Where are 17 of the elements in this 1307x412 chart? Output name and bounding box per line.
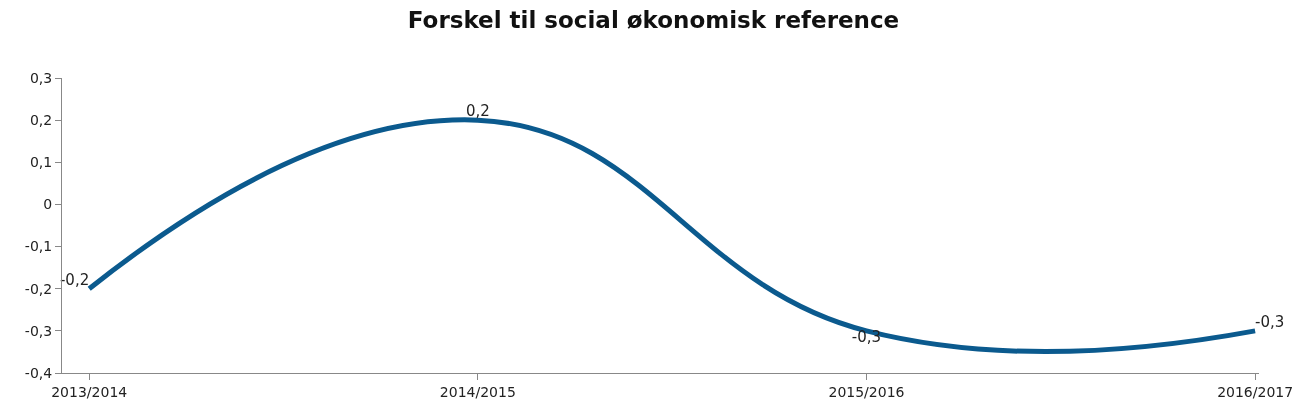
data-label: -0,3 [851,328,882,347]
x-tick-label: 2013/2014 [51,383,128,400]
y-tick-label: -0,1 [24,238,53,255]
y-tick-label: 0,2 [29,112,53,129]
data-label: -0,2 [59,270,90,289]
y-tick-label: 0,1 [29,154,53,171]
y-tick-label: 0 [43,196,53,213]
y-tick-label: -0,4 [24,364,53,381]
data-label: 0,2 [465,102,490,121]
chart-title: Forskel til social økonomisk reference [407,7,900,34]
y-tick-label: -0,3 [24,322,53,339]
x-tick-label: 2016/2017 [1217,383,1294,400]
y-tick-label: 0,3 [29,69,53,86]
y-tick-label: -0,2 [24,280,53,297]
data-label: -0,3 [1255,313,1285,332]
x-tick-label: 2015/2016 [828,383,905,400]
x-tick-label: 2014/2015 [439,383,516,400]
